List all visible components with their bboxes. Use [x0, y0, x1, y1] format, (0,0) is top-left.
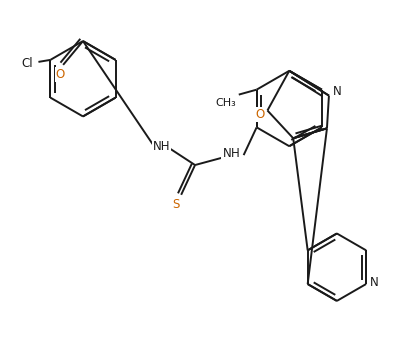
Text: O: O	[55, 68, 65, 81]
Text: N: N	[223, 147, 231, 160]
Text: Cl: Cl	[22, 57, 33, 70]
Text: O: O	[255, 108, 264, 121]
Text: N: N	[332, 85, 341, 98]
Text: CH₃: CH₃	[215, 98, 236, 107]
Text: N: N	[370, 275, 379, 289]
Text: S: S	[172, 198, 180, 211]
Text: H: H	[231, 147, 240, 160]
Text: NH: NH	[152, 140, 170, 153]
